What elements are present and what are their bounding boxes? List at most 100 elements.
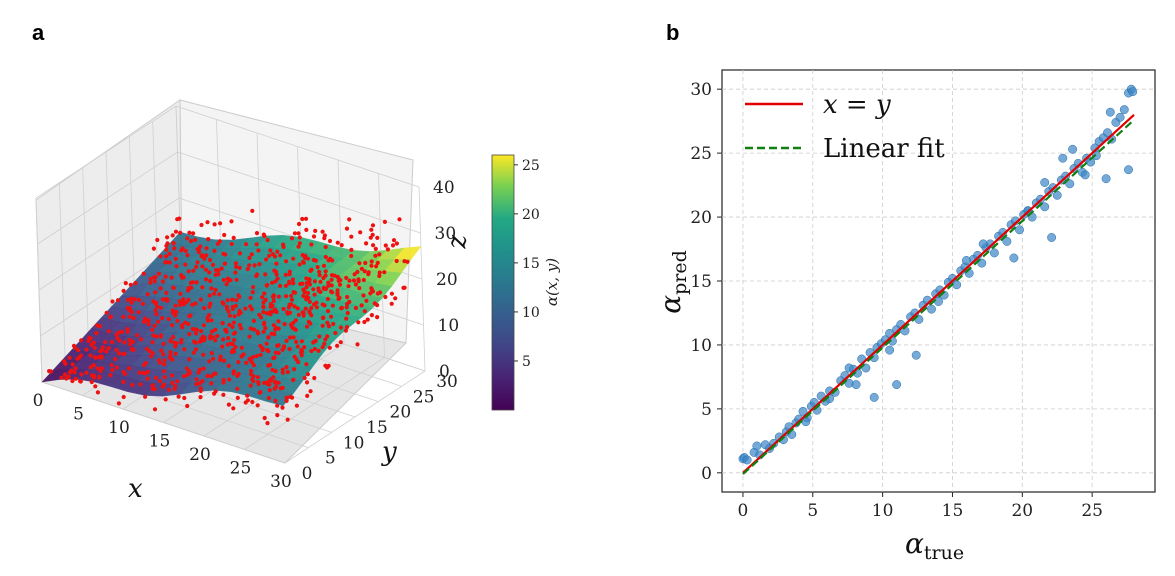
scatter-point-3d bbox=[121, 351, 126, 357]
scatter-point-3d bbox=[303, 306, 308, 311]
scatter-point-3d bbox=[222, 232, 227, 238]
scatter-point-3d bbox=[127, 337, 132, 343]
scatter-point-3d bbox=[205, 373, 210, 379]
scatter-point-3d bbox=[325, 334, 330, 339]
scatter-point-3d bbox=[153, 301, 158, 306]
scatter-point-3d bbox=[156, 271, 162, 276]
scatter-point-3d bbox=[224, 304, 229, 309]
scatter-point-3d bbox=[128, 282, 133, 287]
scatter-point-3d bbox=[199, 222, 204, 228]
scatter-point-3d bbox=[201, 352, 206, 357]
grid-line-back-z bbox=[175, 105, 420, 188]
scatter-point-3d bbox=[306, 319, 311, 324]
scatter-point-3d bbox=[369, 259, 374, 264]
scatter-point-3d bbox=[325, 320, 330, 325]
y-tick-label: 25 bbox=[690, 144, 712, 164]
scatter-point-3d bbox=[207, 359, 212, 364]
scatter-point-3d bbox=[190, 327, 195, 332]
scatter-point-3d bbox=[266, 396, 271, 401]
scatter-point-3d bbox=[373, 253, 378, 258]
scatter-point-3d bbox=[187, 332, 192, 337]
scatter-point-3d bbox=[244, 360, 249, 365]
x-tick-label: 10 bbox=[108, 418, 130, 438]
scatter-point-3d bbox=[138, 382, 143, 387]
grid-lines bbox=[722, 70, 1155, 492]
scatter-point-3d bbox=[207, 293, 212, 298]
scatter-point-3d bbox=[362, 319, 367, 325]
scatter-point-3d bbox=[122, 340, 127, 345]
scatter-point-3d bbox=[231, 406, 236, 411]
scatter-points-3d bbox=[47, 208, 410, 426]
scatter-point-3d bbox=[209, 286, 214, 291]
scatter-point-3d bbox=[377, 290, 383, 295]
scatter-point-3d bbox=[293, 290, 298, 295]
scatter-point-3d bbox=[329, 277, 334, 282]
scatter-point-3d bbox=[173, 303, 178, 308]
scatter-point-3d bbox=[314, 305, 319, 310]
scatter-point-3d bbox=[344, 316, 349, 321]
scatter-point-3d bbox=[245, 393, 250, 398]
scatter-point-3d bbox=[218, 221, 223, 226]
scatter-point-3d bbox=[140, 301, 145, 306]
scatter-point-3d bbox=[261, 305, 266, 310]
scatter-point-3d bbox=[62, 359, 67, 364]
scatter-point bbox=[1047, 233, 1057, 242]
scatter-point-3d bbox=[255, 403, 260, 408]
scatter-point-3d bbox=[284, 398, 289, 403]
scatter-point-3d bbox=[179, 337, 184, 342]
scatter-point-3d bbox=[88, 353, 93, 358]
scatter-point-3d bbox=[121, 369, 126, 374]
y-tick-label: 10 bbox=[343, 433, 365, 453]
scatter-point-3d bbox=[231, 369, 236, 374]
scatter-point-3d bbox=[273, 379, 278, 384]
y-tick-label: 15 bbox=[366, 418, 388, 438]
scatter-point-3d bbox=[110, 368, 115, 373]
scatter-point-3d bbox=[282, 322, 287, 327]
scatter-point-3d bbox=[209, 329, 215, 334]
scatter-point-3d bbox=[195, 260, 200, 265]
x-tick-label: 5 bbox=[807, 501, 818, 521]
colorbar bbox=[491, 154, 515, 411]
scatter-point-3d bbox=[166, 387, 172, 392]
scatter-point-3d bbox=[170, 233, 175, 238]
scatter-point bbox=[1105, 107, 1115, 117]
scatter-point-3d bbox=[128, 342, 133, 347]
scatter-point-3d bbox=[229, 219, 234, 224]
scatter-point-3d bbox=[123, 281, 128, 286]
scatter-point-3d bbox=[307, 299, 312, 304]
scatter-point-3d bbox=[278, 386, 283, 391]
scatter-point-3d bbox=[304, 276, 309, 281]
scatter-point-3d bbox=[187, 369, 192, 374]
scatter-point-3d bbox=[283, 283, 288, 288]
scatter-point-3d bbox=[326, 283, 331, 288]
colorbar-tick-label: 15 bbox=[522, 256, 540, 272]
scatter-point-3d bbox=[358, 230, 363, 235]
scatter-point-3d bbox=[323, 363, 328, 368]
scatter-point-3d bbox=[329, 314, 334, 319]
scatter-point-3d bbox=[361, 277, 366, 283]
scatter-point-3d bbox=[335, 343, 340, 348]
scatter-point bbox=[892, 380, 902, 390]
scatter-point-3d bbox=[305, 372, 310, 377]
scatter-point-3d bbox=[297, 235, 302, 240]
scatter-point-3d bbox=[264, 283, 269, 288]
scatter-point-3d bbox=[75, 356, 80, 361]
scatter-point-3d bbox=[389, 301, 394, 306]
scatter-point-3d bbox=[301, 313, 306, 318]
scatter-point-3d bbox=[239, 354, 244, 359]
scatter-point-3d bbox=[127, 308, 132, 313]
scatter-point-3d bbox=[160, 279, 165, 284]
scatter-point-3d bbox=[303, 253, 308, 258]
scatter-point-3d bbox=[385, 247, 390, 252]
scatter-point-3d bbox=[208, 278, 213, 284]
z-tick-label: 30 bbox=[435, 224, 457, 244]
y-tick-label: 10 bbox=[690, 336, 712, 356]
scatter-point-3d bbox=[364, 298, 369, 303]
scatter-point-3d bbox=[173, 384, 178, 389]
scatter-point-3d bbox=[291, 256, 296, 261]
scatter-point-3d bbox=[181, 374, 186, 379]
scatter-point-3d bbox=[309, 305, 314, 311]
scatter-point-3d bbox=[304, 362, 309, 367]
scatter-point-3d bbox=[247, 334, 252, 339]
scatter-point-3d bbox=[322, 236, 327, 241]
